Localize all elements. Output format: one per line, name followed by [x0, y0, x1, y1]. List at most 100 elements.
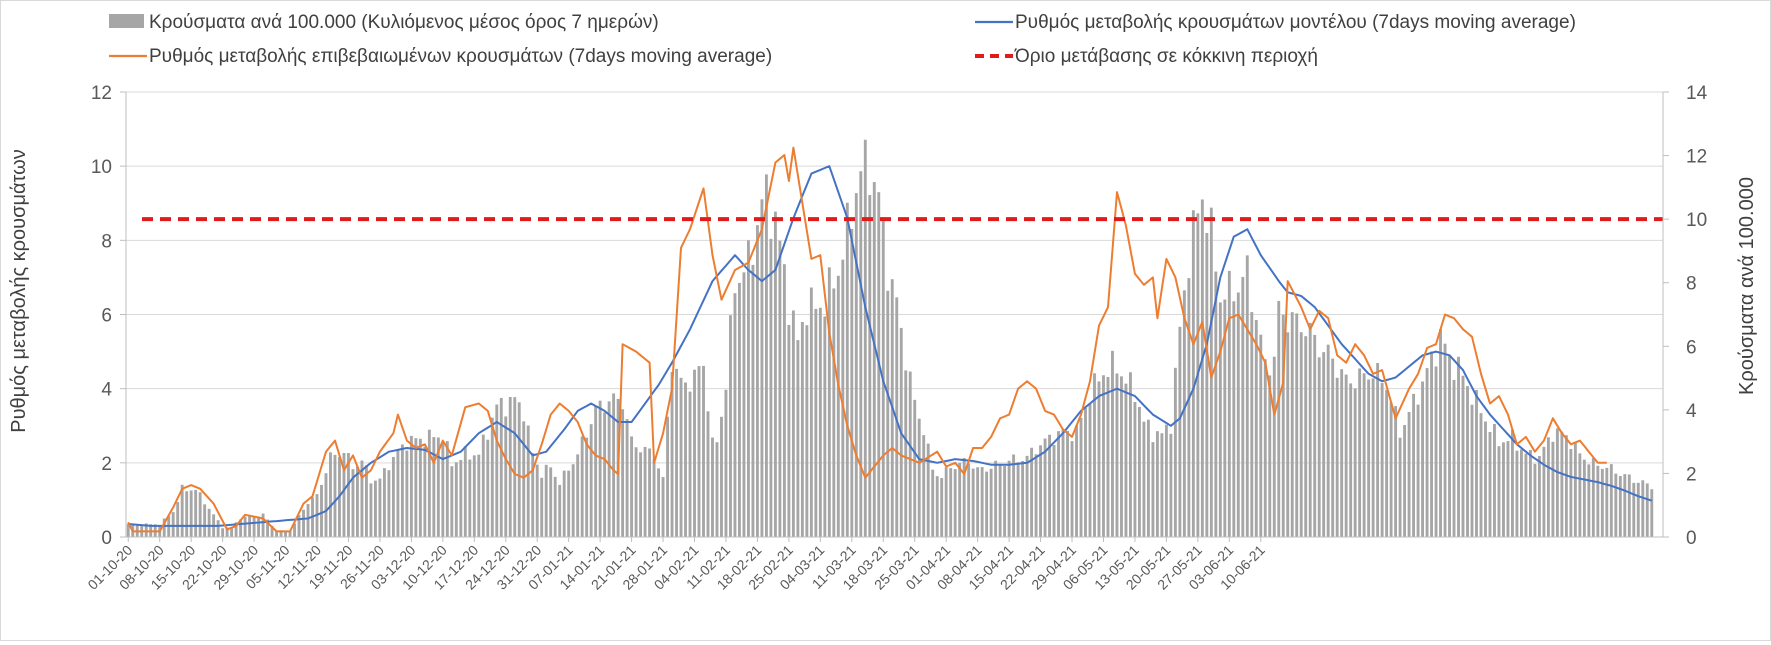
bar: [378, 478, 382, 537]
bar: [1326, 344, 1330, 537]
bar: [347, 453, 350, 537]
bar: [1636, 482, 1640, 537]
bar: [1016, 462, 1020, 537]
bar: [1587, 464, 1591, 537]
bar: [1164, 424, 1168, 537]
bar: [1618, 475, 1622, 537]
bar: [1151, 442, 1155, 537]
bar: [1430, 351, 1433, 537]
bar: [1645, 483, 1649, 537]
bar: [499, 397, 503, 537]
bar: [1120, 376, 1123, 537]
bar: [522, 421, 526, 537]
bar: [1191, 210, 1195, 538]
bar: [1407, 412, 1411, 537]
bar: [1605, 467, 1609, 537]
bar: [1376, 363, 1380, 537]
bar: [306, 504, 310, 537]
bar: [1506, 441, 1510, 537]
bar: [791, 310, 795, 537]
confirmed-rate-line: [127, 146, 1607, 533]
bar: [216, 520, 220, 537]
bar: [504, 416, 508, 537]
bar: [441, 441, 445, 537]
y-right-ticks: 0 2 4 6 8 10 12 14: [1663, 83, 1708, 549]
bar: [207, 508, 211, 537]
bar: [234, 522, 238, 537]
bar: [1200, 199, 1204, 538]
bar: [1075, 425, 1078, 537]
bar: [1129, 372, 1132, 537]
y-left-tick-label: 0: [101, 528, 112, 549]
bar: [1133, 402, 1137, 537]
bar: [1214, 271, 1218, 537]
bar: [1542, 446, 1546, 537]
bar: [329, 452, 332, 537]
bar: [1182, 290, 1186, 537]
bar: [1124, 383, 1128, 537]
bar: [1299, 332, 1303, 537]
bar: [1263, 359, 1267, 537]
bar: [1452, 379, 1456, 537]
bar: [1394, 406, 1398, 537]
y-right-tick-label: 8: [1686, 274, 1697, 295]
bar: [1335, 377, 1339, 537]
bar: [1331, 358, 1335, 537]
bar: [459, 460, 463, 537]
bar: [657, 468, 660, 537]
y-right-title: Κρούσματα ανά 100.000: [1736, 177, 1758, 395]
bar: [1241, 276, 1245, 537]
legend-confirmed-label: Ρυθμός μεταβολής επιβεβαιωμένων κρουσμάτ…: [149, 46, 772, 67]
bar: [998, 464, 1002, 537]
bar: [985, 471, 989, 537]
bar: [400, 444, 404, 537]
bar: [850, 228, 854, 537]
bar: [1097, 381, 1101, 537]
bar: [913, 399, 917, 537]
bar: [585, 437, 589, 537]
bar: [1146, 419, 1150, 537]
bar: [198, 492, 202, 537]
bar: [1493, 423, 1496, 537]
bar: [652, 458, 656, 537]
bar: [1039, 445, 1042, 537]
bar: [1533, 463, 1537, 537]
bar: [805, 325, 809, 537]
bar: [1582, 459, 1586, 537]
bar: [526, 425, 530, 537]
bar: [814, 308, 818, 537]
bar: [571, 464, 575, 537]
bar: [1025, 455, 1029, 537]
bar: [1007, 460, 1011, 537]
bar: [369, 483, 373, 537]
bar: [248, 515, 252, 537]
bar: [288, 531, 292, 537]
bar: [463, 446, 467, 537]
bar: [549, 467, 553, 537]
bar: [1448, 355, 1451, 537]
bar: [297, 515, 301, 537]
bar: [279, 530, 283, 537]
bar: [634, 447, 638, 537]
bar: [1088, 403, 1092, 537]
bar: [940, 478, 944, 537]
bar: [697, 366, 701, 537]
bar: [917, 418, 921, 537]
bar: [531, 453, 535, 537]
y-left-title: Ρυθμός μεταβολής κρουσμάτων: [8, 149, 30, 433]
bar: [1160, 433, 1164, 537]
bar: [764, 174, 768, 537]
bar: [567, 470, 571, 537]
bar: [194, 489, 198, 537]
bar: [832, 288, 836, 537]
bar: [1308, 322, 1312, 537]
bar: [1443, 343, 1447, 537]
bar: [1322, 352, 1326, 537]
bar: [895, 297, 899, 537]
bar: [1560, 431, 1564, 537]
bar: [257, 516, 261, 537]
bar: [1614, 473, 1618, 537]
bar: [1043, 438, 1047, 537]
bar: [953, 469, 957, 537]
